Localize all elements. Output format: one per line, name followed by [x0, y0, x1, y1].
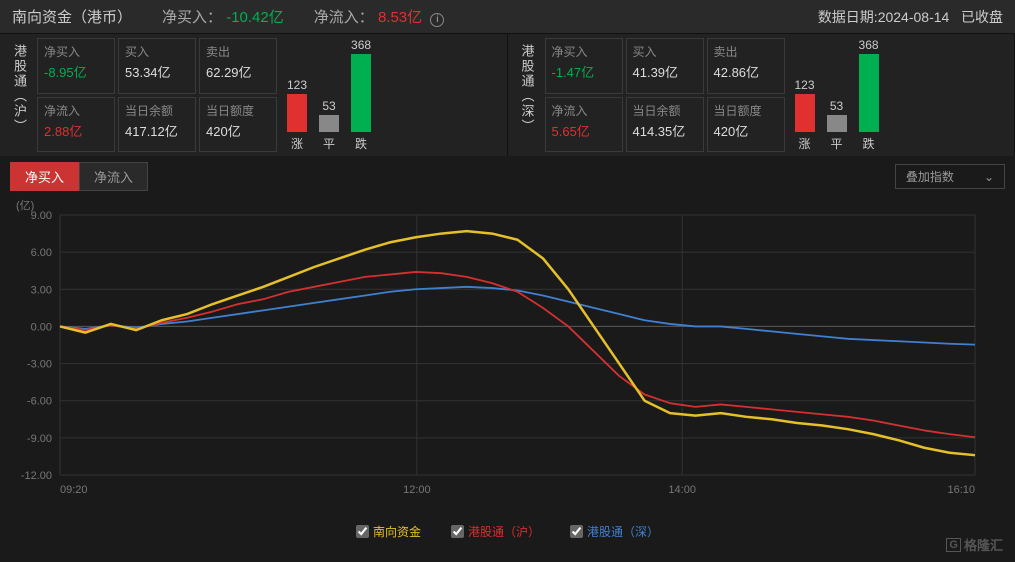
- stat-cell: 当日额度420亿: [199, 97, 277, 153]
- page-title: 南向资金（港币）: [12, 6, 132, 27]
- svg-text:-6.00: -6.00: [27, 396, 52, 408]
- svg-text:-3.00: -3.00: [27, 359, 52, 371]
- bar-col: 123涨: [287, 78, 307, 152]
- tab-netbuy[interactable]: 净买入: [10, 162, 79, 191]
- header-right: 数据日期:2024-08-14 已收盘: [818, 7, 1003, 27]
- svg-text:14:00: 14:00: [668, 484, 696, 496]
- stat-cell: 买入41.39亿: [626, 38, 704, 94]
- overlay-index-select[interactable]: 叠加指数 ⌄: [895, 164, 1005, 189]
- watermark-icon: G: [946, 538, 961, 552]
- legend-checkbox[interactable]: [570, 525, 583, 538]
- stat-cell: 买入53.34亿: [118, 38, 196, 94]
- stat-panel: 港股通︵沪︶净买入-8.95亿买入53.34亿卖出62.29亿净流入2.88亿当…: [0, 34, 508, 156]
- legend-checkbox[interactable]: [356, 525, 369, 538]
- stat-cell: 当日余额414.35亿: [626, 97, 704, 153]
- chevron-down-icon: ⌄: [984, 170, 994, 184]
- panel-label: 港股通︵沪︶: [6, 38, 33, 152]
- bar-col: 53平: [827, 99, 847, 152]
- stat-panels: 港股通︵沪︶净买入-8.95亿买入53.34亿卖出62.29亿净流入2.88亿当…: [0, 34, 1015, 156]
- chart-legend: 南向资金 港股通（沪） 港股通（深）: [10, 523, 1005, 540]
- watermark: G 格隆汇: [946, 535, 1003, 554]
- svg-text:6.00: 6.00: [31, 247, 52, 259]
- updown-bars: 123涨 53平 368跌: [795, 38, 879, 152]
- stat-cell: 当日额度420亿: [707, 97, 785, 153]
- panel-label: 港股通︵深︶: [514, 38, 541, 152]
- svg-text:-12.00: -12.00: [21, 470, 52, 482]
- stat-panel: 港股通︵深︶净买入-1.47亿买入41.39亿卖出42.86亿净流入5.65亿当…: [508, 34, 1015, 156]
- bar-col: 368跌: [859, 38, 879, 152]
- bar-col: 123涨: [795, 78, 815, 152]
- panel-grid: 净买入-8.95亿买入53.34亿卖出62.29亿净流入2.88亿当日余额417…: [37, 38, 277, 152]
- tab-row: 净买入 净流入 叠加指数 ⌄: [10, 162, 1005, 191]
- netflow-metric: 净流入： 8.53亿 i: [314, 6, 445, 27]
- stat-cell: 净买入-1.47亿: [545, 38, 623, 94]
- stat-cell: 净买入-8.95亿: [37, 38, 115, 94]
- bar-col: 368跌: [351, 38, 371, 152]
- netflow-value: 8.53亿: [378, 9, 422, 26]
- svg-text:3.00: 3.00: [31, 284, 52, 296]
- y-unit: (亿): [16, 197, 34, 213]
- chart-area: 净买入 净流入 叠加指数 ⌄ (亿) 9.006.003.000.00-3.00…: [0, 156, 1015, 546]
- stat-cell: 卖出62.29亿: [199, 38, 277, 94]
- netbuy-value: -10.42亿: [226, 9, 284, 26]
- header-bar: 南向资金（港币） 净买入： -10.42亿 净流入： 8.53亿 i 数据日期:…: [0, 0, 1015, 34]
- svg-text:16:10: 16:10: [947, 484, 975, 496]
- stat-cell: 当日余额417.12亿: [118, 97, 196, 153]
- legend-item[interactable]: 南向资金: [356, 523, 421, 540]
- chart-svg: 9.006.003.000.00-3.00-6.00-9.00-12.0009:…: [10, 197, 985, 497]
- legend-item[interactable]: 港股通（深）: [570, 523, 659, 540]
- svg-text:-9.00: -9.00: [27, 433, 52, 445]
- legend-item[interactable]: 港股通（沪）: [451, 523, 540, 540]
- stat-cell: 净流入5.65亿: [545, 97, 623, 153]
- svg-text:12:00: 12:00: [403, 484, 431, 496]
- info-icon[interactable]: i: [430, 13, 444, 27]
- panel-grid: 净买入-1.47亿买入41.39亿卖出42.86亿净流入5.65亿当日余额414…: [545, 38, 785, 152]
- stat-cell: 卖出42.86亿: [707, 38, 785, 94]
- bar-col: 53平: [319, 99, 339, 152]
- stat-cell: 净流入2.88亿: [37, 97, 115, 153]
- svg-text:0.00: 0.00: [31, 321, 52, 333]
- legend-checkbox[interactable]: [451, 525, 464, 538]
- netbuy-metric: 净买入： -10.42亿: [162, 6, 284, 27]
- updown-bars: 123涨 53平 368跌: [287, 38, 371, 152]
- line-chart: (亿) 9.006.003.000.00-3.00-6.00-9.00-12.0…: [10, 197, 1005, 517]
- svg-text:09:20: 09:20: [60, 484, 88, 496]
- tab-netflow[interactable]: 净流入: [79, 162, 148, 191]
